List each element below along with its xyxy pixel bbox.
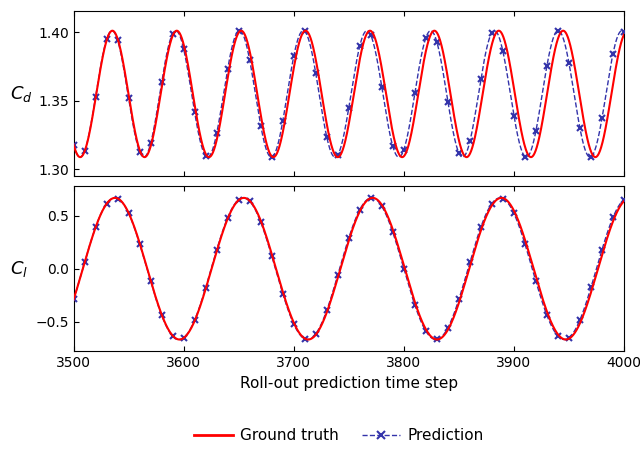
Y-axis label: $C_d$: $C_d$ (10, 84, 33, 104)
Y-axis label: $C_l$: $C_l$ (10, 259, 28, 279)
X-axis label: Roll-out prediction time step: Roll-out prediction time step (240, 375, 458, 391)
Legend: Ground truth, Prediction: Ground truth, Prediction (188, 422, 490, 449)
